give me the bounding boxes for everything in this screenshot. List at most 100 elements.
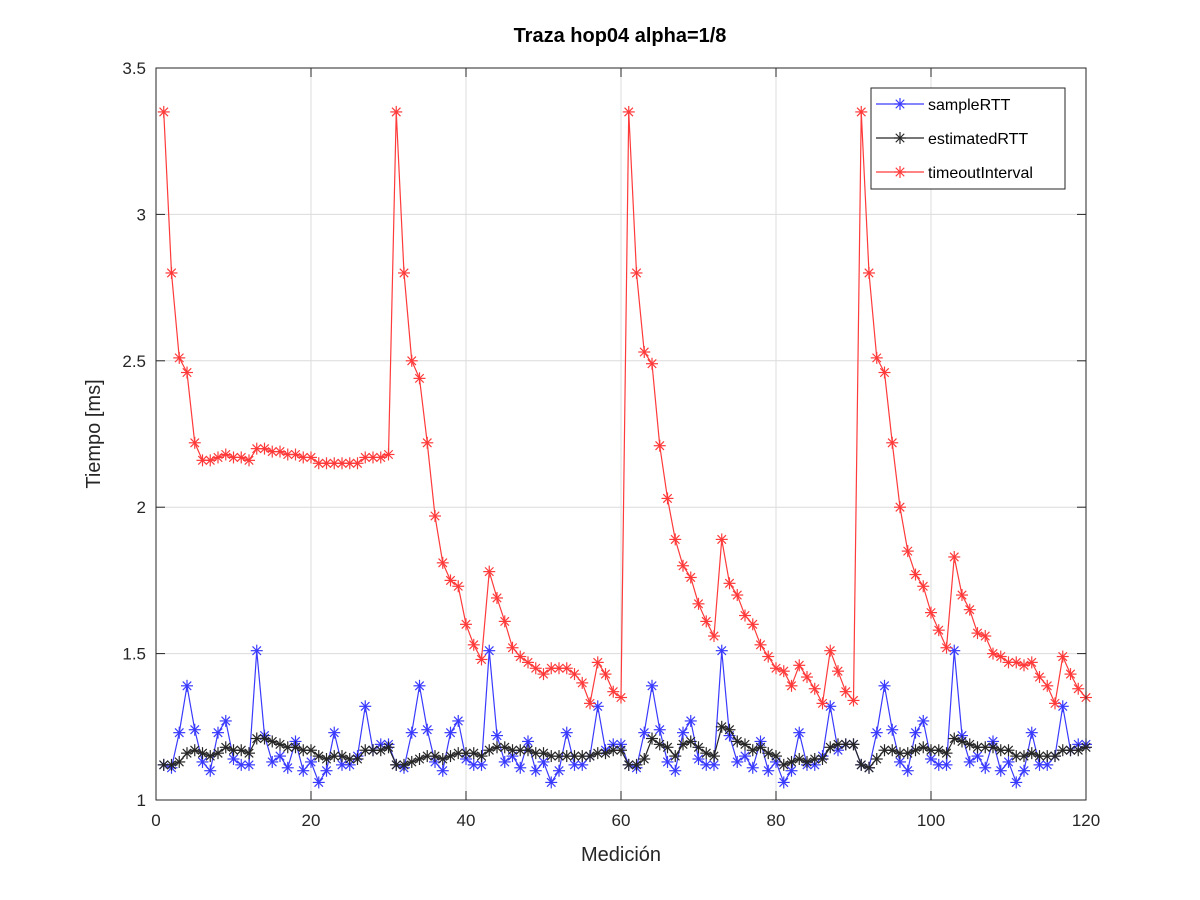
data-point — [305, 755, 317, 768]
data-point — [793, 659, 806, 672]
data-point — [669, 533, 682, 546]
data-point — [1033, 671, 1046, 684]
data-point — [801, 671, 813, 684]
data-point — [855, 105, 868, 118]
legend: sampleRTT estimatedRTT timeoutInterval — [870, 87, 1066, 190]
data-point — [243, 454, 255, 467]
data-point — [173, 755, 186, 768]
x-tick-label: 40 — [457, 811, 476, 830]
data-point — [498, 755, 511, 768]
data-point — [963, 755, 976, 768]
data-point — [870, 726, 883, 739]
data-point — [328, 726, 341, 739]
data-point — [886, 436, 899, 449]
data-point — [312, 776, 325, 789]
data-point — [227, 753, 240, 766]
data-point — [452, 580, 465, 593]
data-point — [281, 741, 294, 754]
data-point — [894, 747, 906, 760]
data-point — [460, 618, 472, 631]
data-point — [824, 644, 837, 657]
data-point — [661, 755, 674, 768]
data-point — [917, 580, 930, 593]
data-point — [816, 697, 829, 710]
data-point — [901, 545, 914, 558]
data-point — [653, 723, 666, 736]
data-point — [1010, 776, 1023, 789]
data-point — [948, 644, 961, 657]
data-point — [777, 665, 790, 678]
data-point — [808, 682, 821, 695]
data-point — [731, 755, 744, 768]
data-point — [405, 726, 418, 739]
data-point — [212, 747, 224, 760]
data-point — [506, 641, 519, 654]
data-point — [1049, 697, 1061, 710]
series-layer — [157, 105, 1092, 789]
data-point — [777, 776, 790, 789]
data-point — [839, 685, 852, 698]
data-point — [514, 761, 527, 774]
data-point — [684, 571, 697, 584]
data-point — [615, 691, 627, 704]
data-point — [243, 758, 255, 771]
data-point — [1041, 679, 1054, 692]
data-point — [638, 346, 651, 359]
data-point — [669, 764, 682, 777]
data-point — [661, 492, 674, 505]
data-point — [677, 726, 689, 739]
legend-label: estimatedRTT — [928, 131, 1028, 148]
data-point — [754, 741, 767, 754]
data-point — [398, 266, 410, 279]
data-point — [359, 700, 372, 713]
y-tick-label: 1.5 — [122, 645, 146, 664]
data-point — [305, 451, 317, 464]
data-point — [615, 744, 627, 757]
data-point — [297, 451, 310, 464]
data-point — [925, 606, 937, 619]
data-point — [948, 550, 961, 563]
data-point — [250, 644, 263, 657]
data-point — [708, 630, 720, 643]
data-point — [793, 726, 806, 739]
data-point — [390, 105, 403, 118]
data-point — [622, 105, 635, 118]
data-point — [1002, 755, 1015, 768]
data-point — [994, 764, 1007, 777]
data-point — [413, 679, 426, 692]
data-point — [584, 697, 596, 710]
data-point — [429, 509, 441, 522]
data-point — [514, 650, 527, 663]
data-point — [863, 266, 875, 279]
y-tick-label: 1 — [137, 791, 146, 810]
data-point — [475, 750, 488, 763]
data-point — [475, 758, 488, 771]
y-tick-label: 3.5 — [122, 59, 146, 78]
data-point — [405, 354, 418, 367]
data-point — [739, 609, 751, 622]
y-tick-label: 2.5 — [122, 352, 146, 371]
legend-entry-sampleRTT: sampleRTT — [876, 97, 1011, 114]
data-point — [452, 714, 465, 727]
data-point — [529, 747, 542, 760]
data-point — [1072, 682, 1085, 695]
data-point — [491, 729, 503, 742]
data-point — [870, 351, 883, 364]
series-estimatedRTT — [157, 720, 1092, 774]
data-point — [266, 445, 279, 458]
data-point — [537, 668, 550, 681]
data-point — [553, 764, 565, 777]
data-point — [669, 750, 682, 763]
data-point — [770, 750, 782, 763]
data-point — [297, 764, 310, 777]
data-point — [646, 679, 658, 692]
data-point — [677, 559, 689, 572]
data-point — [475, 653, 488, 666]
data-point — [351, 457, 364, 470]
data-point — [1041, 758, 1054, 771]
data-point — [212, 726, 224, 739]
x-axis-label: Medición — [581, 844, 661, 866]
data-point — [994, 650, 1007, 663]
data-point — [878, 366, 891, 379]
